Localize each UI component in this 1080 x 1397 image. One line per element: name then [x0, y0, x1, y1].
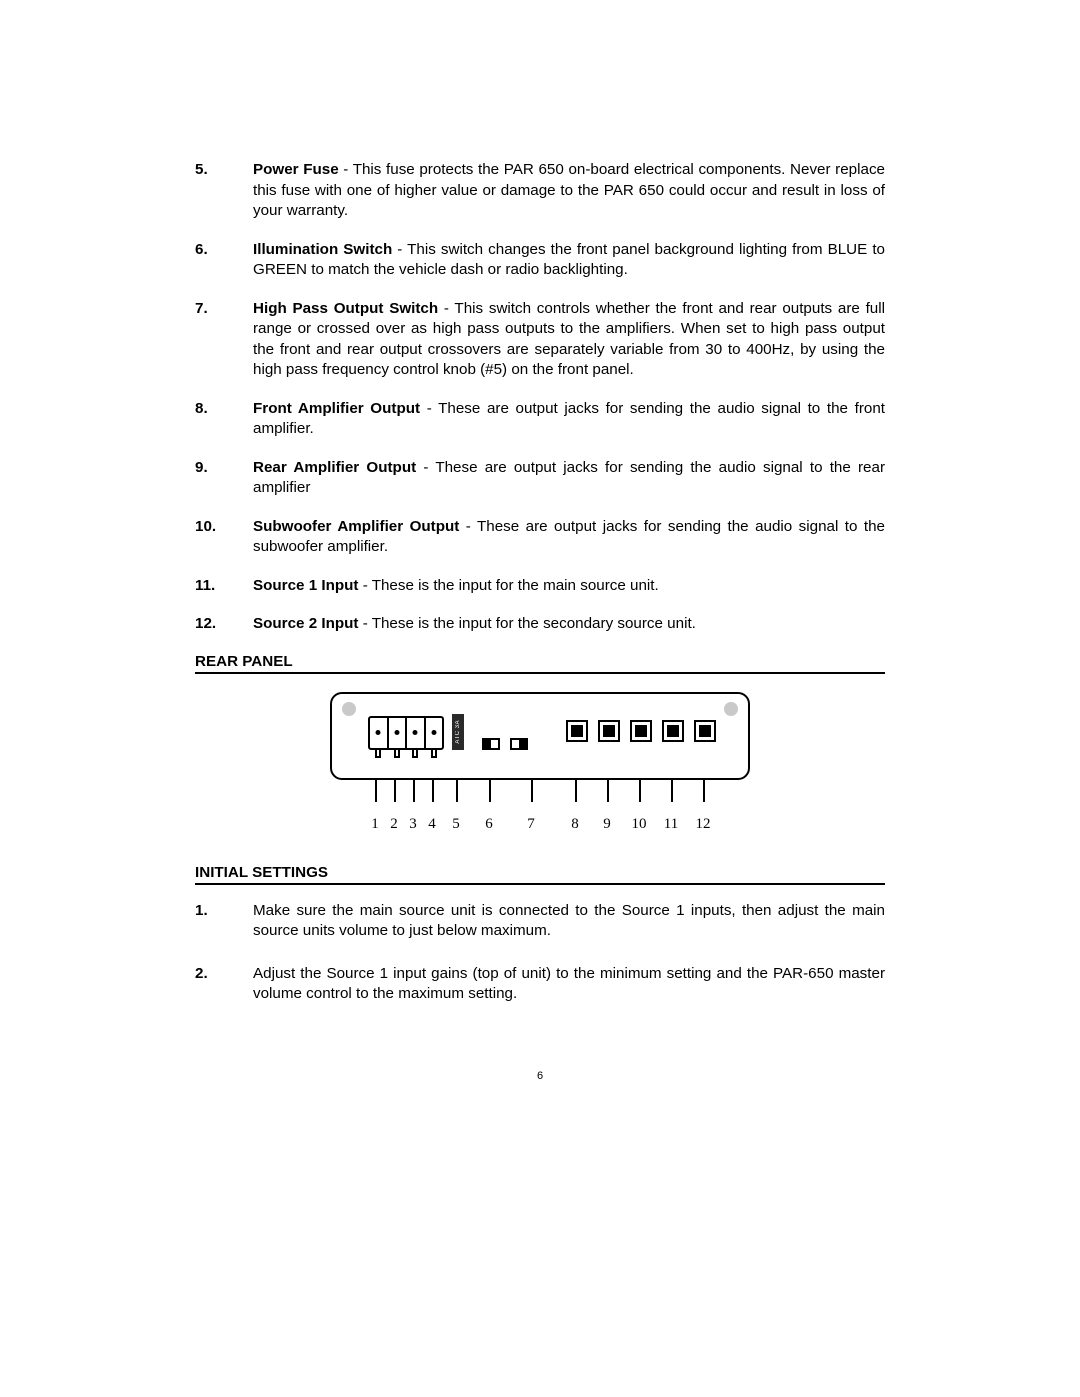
callout-number: 7 — [527, 816, 535, 833]
item-text: Rear Amplifier Output - These are output… — [253, 458, 885, 499]
item-term: Illumination Switch — [253, 241, 392, 258]
rear-panel-heading: REAR PANEL — [195, 653, 885, 674]
settings-list: 1. Make sure the main source unit is con… — [195, 901, 885, 1005]
item-desc: - These is the input for the secondary s… — [358, 615, 695, 632]
jack-icon — [630, 720, 652, 742]
callout-number: 11 — [664, 816, 678, 833]
item-term: Power Fuse — [253, 161, 339, 178]
item-number: 2. — [195, 964, 253, 1005]
jack-icon — [566, 720, 588, 742]
feature-item-7: 7. High Pass Output Switch - This switch… — [195, 299, 885, 381]
callout-number: 8 — [571, 816, 579, 833]
leader-line — [456, 780, 458, 802]
item-number: 6. — [195, 240, 253, 281]
item-number: 9. — [195, 458, 253, 499]
callout-number: 4 — [428, 816, 436, 833]
item-term: Source 2 Input — [253, 615, 358, 632]
callout-number: 5 — [452, 816, 460, 833]
leader-line — [703, 780, 705, 802]
leader-line — [432, 780, 434, 802]
terminal-block — [368, 716, 444, 750]
feature-list: 5. Power Fuse - This fuse protects the P… — [195, 160, 885, 635]
item-number: 12. — [195, 614, 253, 635]
initial-settings-heading: INITIAL SETTINGS — [195, 864, 885, 885]
feature-item-11: 11. Source 1 Input - These is the input … — [195, 576, 885, 597]
item-text: Adjust the Source 1 input gains (top of … — [253, 964, 885, 1005]
feature-item-6: 6. Illumination Switch - This switch cha… — [195, 240, 885, 281]
item-text: Power Fuse - This fuse protects the PAR … — [253, 160, 885, 222]
item-term: High Pass Output Switch — [253, 300, 438, 317]
item-text: Front Amplifier Output - These are outpu… — [253, 399, 885, 440]
leader-lines — [330, 780, 750, 816]
callout-number: 6 — [485, 816, 493, 833]
callout-number: 12 — [696, 816, 711, 833]
jack-icon — [598, 720, 620, 742]
leader-line — [375, 780, 377, 802]
item-text: Make sure the main source unit is connec… — [253, 901, 885, 942]
item-term: Rear Amplifier Output — [253, 459, 416, 476]
setting-item-1: 1. Make sure the main source unit is con… — [195, 901, 885, 942]
feature-item-12: 12. Source 2 Input - These is the input … — [195, 614, 885, 635]
item-number: 8. — [195, 399, 253, 440]
rear-panel-diagram: ATC 3A 123456789101112 — [195, 692, 885, 836]
fuse-label: ATC 3A — [455, 720, 461, 744]
item-desc: - These is the input for the main source… — [358, 577, 658, 594]
switch-icon — [482, 738, 500, 750]
item-number: 5. — [195, 160, 253, 222]
item-number: 10. — [195, 517, 253, 558]
leader-line — [639, 780, 641, 802]
jack-icon — [662, 720, 684, 742]
feature-item-10: 10. Subwoofer Amplifier Output - These a… — [195, 517, 885, 558]
item-number: 11. — [195, 576, 253, 597]
item-term: Front Amplifier Output — [253, 400, 420, 417]
leader-line — [671, 780, 673, 802]
feature-item-9: 9. Rear Amplifier Output - These are out… — [195, 458, 885, 499]
feature-item-8: 8. Front Amplifier Output - These are ou… — [195, 399, 885, 440]
callout-number: 1 — [371, 816, 379, 833]
leader-line — [489, 780, 491, 802]
callout-number: 9 — [603, 816, 611, 833]
page-number: 6 — [0, 1070, 1080, 1082]
leader-line — [413, 780, 415, 802]
leader-line — [394, 780, 396, 802]
callout-number: 10 — [632, 816, 647, 833]
item-term: Source 1 Input — [253, 577, 358, 594]
callout-labels: 123456789101112 — [330, 816, 750, 836]
jack-icon — [694, 720, 716, 742]
leader-line — [575, 780, 577, 802]
callout-number: 2 — [390, 816, 398, 833]
item-text: Source 2 Input - These is the input for … — [253, 614, 885, 635]
fuse-icon: ATC 3A — [452, 714, 464, 750]
item-desc: - This fuse protects the PAR 650 on-boar… — [253, 161, 885, 219]
leader-line — [531, 780, 533, 802]
screw-icon — [724, 702, 738, 716]
item-text: Illumination Switch - This switch change… — [253, 240, 885, 281]
item-text: High Pass Output Switch - This switch co… — [253, 299, 885, 381]
screw-icon — [342, 702, 356, 716]
callout-number: 3 — [409, 816, 417, 833]
item-term: Subwoofer Amplifier Output — [253, 518, 459, 535]
item-number: 7. — [195, 299, 253, 381]
leader-line — [607, 780, 609, 802]
item-number: 1. — [195, 901, 253, 942]
setting-item-2: 2. Adjust the Source 1 input gains (top … — [195, 964, 885, 1005]
panel-outline: ATC 3A — [330, 692, 750, 780]
switch-icon — [510, 738, 528, 750]
item-text: Source 1 Input - These is the input for … — [253, 576, 885, 597]
feature-item-5: 5. Power Fuse - This fuse protects the P… — [195, 160, 885, 222]
item-text: Subwoofer Amplifier Output - These are o… — [253, 517, 885, 558]
